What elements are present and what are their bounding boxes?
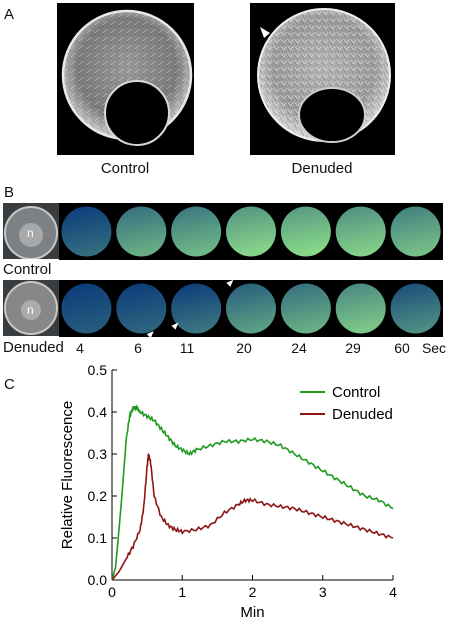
arrowhead-icon	[146, 331, 154, 339]
control-frame	[280, 206, 331, 257]
control-nucleus-label: n	[27, 226, 34, 240]
denuded-row-label: Denuded	[3, 339, 64, 356]
y-tick-label: 0.5	[88, 362, 108, 378]
y-tick-label: 0.1	[88, 530, 108, 546]
time-tick: 60	[394, 340, 410, 356]
x-tick-label: 2	[249, 584, 257, 600]
panel-a-caption-denuded: Denuded	[291, 160, 353, 177]
panel-a-caption-control: Control	[100, 160, 150, 177]
x-tick-label: 0	[108, 584, 116, 600]
y-tick-label: 0.2	[88, 488, 108, 504]
x-axis-label: Min	[240, 604, 264, 621]
time-tick: 20	[236, 340, 252, 356]
x-tick-label: 1	[178, 584, 186, 600]
arrowhead-icon	[260, 27, 270, 38]
time-tick: 4	[76, 340, 84, 356]
control-brightfield-image: n	[3, 203, 59, 259]
control-row-label: Control	[3, 261, 52, 278]
denuded-oocyte-image	[250, 3, 395, 155]
time-tick: 24	[291, 340, 307, 356]
denuded-frame	[280, 283, 331, 334]
panel-b-label: B	[4, 184, 15, 201]
panel-a-label: A	[4, 6, 15, 23]
legend-label: Control	[332, 384, 380, 401]
control-frame	[171, 206, 222, 257]
legend-label: Denuded	[332, 406, 393, 423]
denuded-brightfield-image: n	[3, 280, 59, 336]
time-tick: 6	[134, 340, 142, 356]
control-timelapse-strip	[59, 203, 443, 260]
fluorescence-chart: 0.0 0.1 0.2 0.3 0.4 0.5 0 1 2 3 4 Min Relative Fluor…	[59, 362, 397, 621]
series-line-denuded	[111, 452, 394, 581]
control-frame	[61, 206, 112, 257]
arrowhead-icon	[226, 279, 234, 287]
denuded-frame	[171, 283, 222, 334]
series-line-control	[111, 404, 394, 581]
denuded-frame	[226, 283, 276, 334]
x-tick-label: 3	[319, 584, 327, 600]
y-axis-label: Relative Fluorescence	[59, 401, 76, 549]
denuded-frame	[390, 283, 441, 334]
time-tick: 29	[345, 340, 361, 356]
denuded-frame	[61, 283, 112, 334]
denuded-timelapse-strip	[59, 279, 443, 339]
control-frame	[390, 206, 441, 257]
denuded-nucleus-label: n	[27, 303, 34, 317]
control-frame	[116, 206, 167, 257]
time-unit: Sec	[421, 340, 447, 356]
y-tick-label: 0.3	[88, 446, 108, 462]
control-frame	[226, 206, 276, 257]
denuded-frame	[335, 283, 386, 334]
y-tick-label: 0.0	[88, 572, 108, 588]
control-oocyte-image	[57, 3, 194, 155]
time-tick: 11	[179, 340, 195, 356]
control-frame	[335, 206, 386, 257]
y-tick-label: 0.4	[88, 404, 108, 420]
denuded-frame	[116, 283, 167, 334]
arrowhead-icon	[171, 322, 179, 330]
panel-c-label: C	[4, 376, 15, 393]
x-tick-label: 4	[389, 584, 397, 600]
